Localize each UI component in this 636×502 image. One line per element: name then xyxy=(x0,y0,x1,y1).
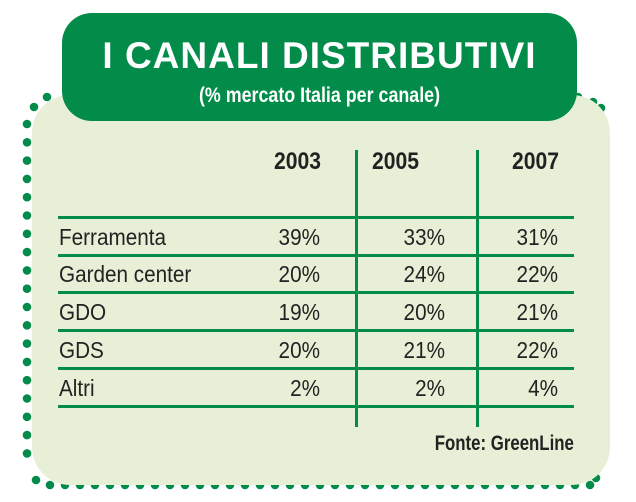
source-note: Fonte: GreenLine xyxy=(434,432,574,455)
row-divider xyxy=(58,291,574,294)
border-dot xyxy=(22,192,32,202)
row-label: GDO xyxy=(59,299,107,325)
border-dot xyxy=(22,266,32,275)
column-header-2005: 2005 xyxy=(372,148,419,175)
border-dot xyxy=(22,339,32,348)
border-dot xyxy=(22,375,32,385)
row-label: GDS xyxy=(59,337,104,363)
border-dot xyxy=(22,357,32,367)
border-dot xyxy=(22,211,32,220)
border-dot xyxy=(22,302,32,312)
content-panel xyxy=(32,95,610,485)
cell-2005: 20% xyxy=(403,299,445,325)
page-subtitle: (% mercato Italia per canale) xyxy=(198,84,441,107)
border-dot xyxy=(22,430,32,440)
cell-2007: 31% xyxy=(516,224,558,250)
border-dot xyxy=(31,475,41,485)
row-label: Garden center xyxy=(59,261,192,287)
row-divider xyxy=(58,405,574,408)
border-dot xyxy=(585,480,595,490)
column-header-2003: 2003 xyxy=(274,148,321,175)
border-dot xyxy=(22,156,32,165)
border-dot xyxy=(22,229,32,239)
border-dot xyxy=(22,174,32,184)
border-dot xyxy=(22,449,32,458)
column-divider xyxy=(355,150,358,427)
border-dot xyxy=(22,138,32,147)
border-dot xyxy=(22,394,32,403)
border-dot xyxy=(22,412,32,422)
cell-2003: 39% xyxy=(278,224,320,250)
cell-2007: 21% xyxy=(516,299,558,325)
row-label: Altri xyxy=(59,375,95,401)
border-dot xyxy=(42,92,52,102)
cell-2007: 22% xyxy=(516,261,558,287)
cell-2003: 20% xyxy=(278,261,320,287)
page-title: I CANALI DISTRIBUTIVI xyxy=(102,35,537,76)
row-divider xyxy=(58,254,574,257)
cell-2003: 19% xyxy=(278,299,320,325)
border-dot xyxy=(22,119,32,129)
row-divider xyxy=(58,216,574,219)
border-dot xyxy=(22,247,32,257)
cell-2007: 22% xyxy=(516,337,558,363)
cell-2005: 21% xyxy=(403,337,445,363)
cell-2005: 24% xyxy=(403,261,445,287)
cell-2005: 2% xyxy=(415,375,445,401)
column-header-2007: 2007 xyxy=(512,148,559,175)
cell-2005: 33% xyxy=(403,224,445,250)
cell-2007: 4% xyxy=(528,375,558,401)
border-dot xyxy=(22,284,32,294)
column-divider xyxy=(476,150,479,427)
row-divider xyxy=(58,329,574,332)
row-label: Ferramenta xyxy=(59,224,166,250)
cell-2003: 2% xyxy=(290,375,320,401)
border-dot xyxy=(22,321,32,330)
title-banner: I CANALI DISTRIBUTIVI (% mercato Italia … xyxy=(62,13,577,121)
border-dot xyxy=(29,102,39,112)
row-divider xyxy=(58,367,574,370)
cell-2003: 20% xyxy=(278,337,320,363)
border-dot xyxy=(45,480,55,490)
